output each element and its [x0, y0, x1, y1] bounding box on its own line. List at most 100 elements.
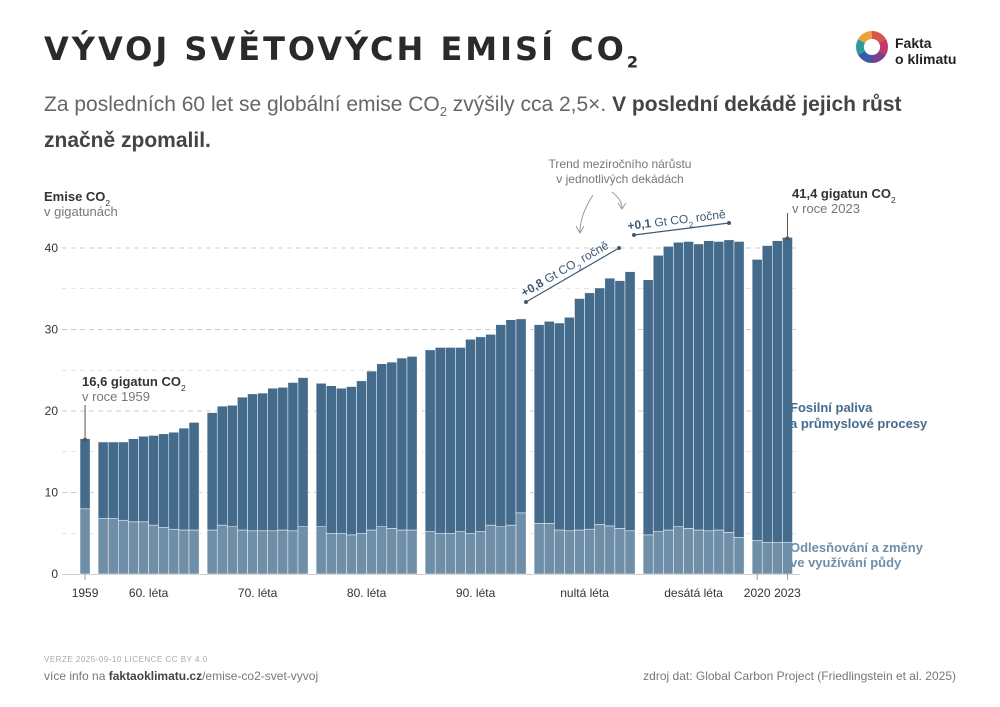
legend-fossil: a průmyslové procesy [790, 416, 928, 431]
bar-fossil [424, 349, 436, 532]
bar-fossil [574, 298, 585, 531]
bar-fossil [188, 422, 200, 531]
bar-landuse [396, 529, 408, 575]
bar-fossil [455, 347, 466, 532]
bar-landuse [533, 523, 545, 575]
bar-landuse [277, 529, 289, 575]
trend-line-2010s [633, 222, 730, 236]
bar-fossil [406, 356, 418, 531]
trend-title: Trend meziročního nárůstu [549, 157, 692, 171]
bar-landuse [287, 530, 299, 575]
bar-landuse [723, 532, 735, 575]
bar-fossil [148, 435, 159, 526]
bar-landuse [325, 533, 337, 575]
trend-line-end [727, 221, 731, 225]
bar-fossil [297, 377, 309, 527]
bar-landuse [703, 530, 715, 575]
bar-landuse [751, 540, 763, 575]
end-value-annotation: 41,4 gigatun CO2 [792, 186, 896, 205]
bar-fossil [604, 277, 616, 527]
bar-fossil [158, 433, 170, 528]
bar-landuse [227, 526, 238, 575]
bar-fossil [475, 336, 486, 532]
bar-fossil [138, 436, 149, 523]
bar-fossil [206, 412, 218, 531]
bar-fossil [772, 240, 783, 543]
bar-landuse [584, 528, 595, 575]
y-axis-unit: v gigatunách [44, 204, 118, 219]
bar-fossil [336, 387, 347, 534]
bar-landuse [574, 529, 585, 575]
bar-landuse [356, 533, 367, 575]
bar-landuse [118, 519, 129, 575]
x-label-1959: 1959 [72, 586, 99, 600]
bar-landuse [713, 529, 725, 575]
x-label-decade: 90. léta [456, 586, 496, 600]
x-label-2023: 2023 [774, 586, 801, 600]
y-tick-label: 20 [45, 404, 59, 418]
x-label-decade: 60. léta [129, 586, 169, 600]
bar-fossil [277, 387, 289, 531]
bar-fossil [247, 393, 258, 532]
bar-fossil [128, 438, 139, 523]
bar-fossil [267, 387, 279, 532]
bar-fossil [445, 347, 456, 534]
bar-landuse [434, 533, 446, 575]
bar-fossil [543, 321, 555, 524]
bar-fossil [465, 339, 476, 534]
bar-landuse [168, 528, 180, 575]
bar-fossil [761, 245, 773, 543]
trend-arrow-head [617, 202, 627, 210]
bar-fossil [782, 237, 793, 543]
bar-fossil [366, 370, 377, 531]
bar-landuse [267, 530, 279, 575]
bar-landuse [772, 541, 783, 575]
bar-landuse [614, 528, 626, 575]
brand-logo[interactable]: Fakta o klimatu [855, 30, 965, 70]
bar-fossil [237, 396, 248, 531]
bar-fossil [79, 438, 91, 510]
bar-fossil [346, 386, 357, 536]
bar-landuse [683, 528, 694, 575]
bar-landuse [158, 527, 170, 575]
trend-title: v jednotlivých dekádách [556, 172, 683, 186]
bar-fossil [216, 405, 228, 526]
bar-fossil [713, 241, 725, 531]
bar-fossil [376, 363, 388, 527]
bar-fossil [624, 271, 636, 532]
bar-fossil [257, 392, 268, 532]
bar-landuse [386, 528, 398, 575]
bar-fossil [533, 324, 545, 524]
more-info-link[interactable]: více info na faktaoklimatu.cz/emise-co2-… [44, 669, 319, 683]
bar-landuse [693, 529, 704, 575]
bar-landuse [138, 521, 149, 575]
legend-landuse: Odlesňování a změny [790, 540, 924, 555]
bar-landuse [733, 537, 745, 575]
bar-landuse [445, 533, 456, 575]
bar-fossil [554, 322, 565, 531]
bar-fossil [584, 292, 595, 530]
x-label-2020: 2020 [744, 586, 771, 600]
version-license: VERZE 2025-09-10 LICENCE CC BY 4.0 [44, 655, 208, 664]
bar-fossil [683, 241, 694, 529]
legend-fossil: Fosilní paliva [790, 400, 873, 415]
bar-fossil [178, 427, 190, 531]
bar-landuse [128, 521, 139, 575]
bar-landuse [257, 530, 268, 575]
bar-landuse [465, 533, 476, 575]
logo-line-2: o klimatu [895, 51, 957, 67]
bar-fossil [751, 259, 763, 541]
bar-landuse [107, 518, 119, 575]
bar-landuse [564, 530, 575, 575]
bar-landuse [515, 512, 527, 575]
bar-landuse [604, 525, 616, 575]
logo-line-1: Fakta [895, 35, 932, 51]
bar-landuse [495, 526, 507, 575]
bar-fossil [614, 280, 626, 529]
bar-landuse [216, 524, 228, 575]
bar-landuse [554, 529, 565, 575]
bar-landuse [624, 530, 636, 575]
x-label-decade: 80. léta [347, 586, 387, 600]
y-tick-label: 40 [45, 241, 59, 255]
